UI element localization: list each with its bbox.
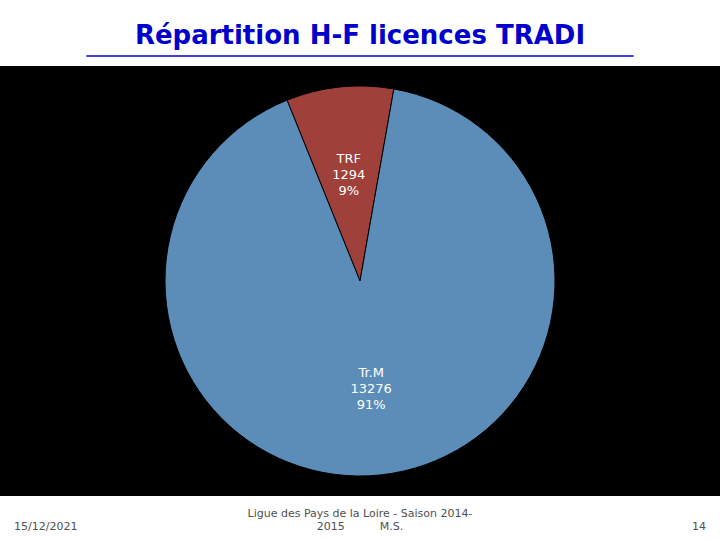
slice-percentage: 9%: [339, 183, 360, 198]
chart-container: Répartition H-F licences TRADITRF12949%T…: [0, 0, 720, 540]
slice-value: 13276: [351, 381, 392, 396]
footer-text: 14: [692, 520, 706, 533]
footer-line: 15/12/2021: [14, 520, 77, 533]
slice-category: TRF: [336, 151, 361, 166]
footer-text: 15/12/2021: [14, 520, 77, 533]
title-underline: [86, 55, 633, 57]
data-labels: TRF12949% Tr.M1327691%: [332, 151, 392, 411]
footer-text: Ligue des Pays de la Loire - Saison 2014…: [248, 507, 473, 533]
pie-background: [0, 66, 720, 496]
slice-category: Tr.M: [357, 365, 384, 380]
footer-line: Ligue des Pays de la Loire - Saison 2014…: [248, 507, 473, 520]
title: Répartition H-F licences TRADI: [135, 20, 585, 50]
chart-svg: Répartition H-F licences TRADITRF12949%T…: [0, 0, 720, 540]
page-background: [0, 0, 720, 540]
footer-line: 2015 M.S.: [317, 520, 403, 533]
slice-label: TRF12949%: [332, 151, 365, 198]
footer-line: 14: [692, 520, 706, 533]
slice-label: Tr.M1327691%: [351, 365, 392, 412]
slice-value: 1294: [332, 167, 365, 182]
slice-percentage: 91%: [357, 397, 386, 412]
pie: [165, 86, 555, 476]
pie-slice: [165, 89, 555, 476]
